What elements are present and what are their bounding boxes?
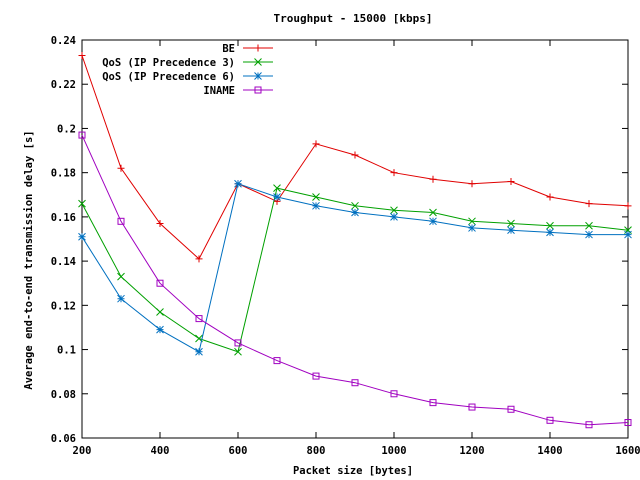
data-point bbox=[585, 200, 593, 208]
data-point bbox=[312, 140, 320, 148]
y-tick-label: 0.08 bbox=[51, 389, 76, 401]
data-point bbox=[312, 372, 320, 380]
series-line bbox=[81, 183, 628, 353]
data-point bbox=[234, 339, 242, 347]
data-point bbox=[429, 217, 437, 226]
x-tick-label: 400 bbox=[151, 445, 170, 457]
x-tick-label: 1200 bbox=[459, 445, 484, 457]
data-point bbox=[234, 347, 242, 356]
data-point bbox=[195, 347, 203, 356]
data-point bbox=[468, 217, 476, 226]
data-point bbox=[546, 416, 554, 424]
data-point bbox=[507, 405, 515, 413]
data-point bbox=[117, 217, 125, 225]
y-tick-label: 0.16 bbox=[51, 212, 76, 224]
data-point bbox=[195, 255, 203, 263]
data-point bbox=[351, 201, 359, 210]
data-point bbox=[117, 272, 125, 281]
data-point bbox=[546, 221, 554, 230]
data-point bbox=[429, 399, 437, 407]
data-point bbox=[624, 202, 632, 210]
data-point bbox=[468, 224, 476, 232]
data-point bbox=[195, 315, 203, 323]
data-point bbox=[156, 220, 164, 228]
legend: BE QoS (IP Precedence 3) QoS (IP Precedenc… bbox=[102, 43, 273, 97]
plot-area bbox=[78, 51, 632, 429]
legend-item: QoS (IP Precedence 6) bbox=[102, 71, 273, 83]
y-tick-label: 0.22 bbox=[51, 79, 76, 91]
data-point bbox=[254, 58, 262, 66]
legend-label: INAME bbox=[203, 85, 235, 97]
plot-frame bbox=[81, 39, 629, 439]
data-point bbox=[351, 208, 359, 217]
data-point bbox=[117, 164, 125, 172]
data-point bbox=[273, 193, 281, 201]
legend-label: QoS (IP Precedence 6) bbox=[102, 71, 235, 83]
legend-label: QoS (IP Precedence 3) bbox=[102, 57, 235, 69]
y-tick-label: 0.06 bbox=[51, 433, 76, 445]
x-tick-label: 200 bbox=[73, 445, 92, 457]
legend-item: BE bbox=[222, 43, 273, 55]
data-point bbox=[585, 230, 593, 239]
data-point bbox=[429, 208, 437, 217]
data-point bbox=[156, 279, 164, 287]
data-point bbox=[390, 206, 398, 215]
x-axis-label: Packet size [bytes] bbox=[293, 465, 413, 477]
x-tick-label: 600 bbox=[229, 445, 248, 457]
data-point bbox=[585, 421, 593, 429]
data-point bbox=[390, 213, 398, 221]
data-point bbox=[254, 44, 262, 52]
legend-item: INAME bbox=[203, 85, 273, 97]
data-point bbox=[117, 294, 125, 303]
y-tick-label: 0.2 bbox=[57, 123, 76, 135]
legend-item: QoS (IP Precedence 3) bbox=[102, 57, 273, 69]
x-tick-label: 800 bbox=[307, 445, 326, 457]
data-point bbox=[507, 219, 515, 228]
data-point bbox=[429, 175, 437, 183]
y-tick-label: 0.1 bbox=[57, 345, 76, 357]
data-point bbox=[254, 86, 262, 94]
data-point bbox=[546, 228, 554, 237]
data-point bbox=[312, 201, 320, 210]
data-point bbox=[624, 419, 632, 427]
data-point bbox=[273, 184, 281, 192]
data-point bbox=[156, 308, 164, 316]
data-point bbox=[351, 151, 359, 159]
data-point bbox=[507, 226, 515, 235]
data-point bbox=[468, 180, 476, 188]
data-point bbox=[390, 169, 398, 177]
x-tick-label: 1600 bbox=[615, 445, 640, 457]
data-point bbox=[468, 403, 476, 411]
series-qos-ip-precedence-6 bbox=[78, 179, 632, 356]
data-point bbox=[585, 221, 593, 230]
data-point bbox=[546, 193, 554, 201]
y-tick-label: 0.12 bbox=[51, 300, 76, 312]
series-qos-ip-precedence-3 bbox=[78, 184, 632, 356]
x-tick-label: 1000 bbox=[381, 445, 406, 457]
data-point bbox=[273, 357, 281, 365]
data-point bbox=[254, 72, 262, 80]
y-tick-label: 0.18 bbox=[51, 168, 76, 180]
y-tick-label: 0.24 bbox=[51, 35, 76, 47]
data-point bbox=[351, 379, 359, 387]
series-iname bbox=[78, 131, 632, 429]
chart-title: Troughput - 15000 [kbps] bbox=[274, 12, 433, 25]
y-tick-label: 0.14 bbox=[51, 256, 76, 268]
legend-label: BE bbox=[222, 43, 235, 55]
data-point bbox=[312, 193, 320, 201]
axes: 200 400 600 800 1000 1200 1400 1600 0.06 0.08 0.1 0… bbox=[51, 35, 640, 457]
x-tick-label: 1400 bbox=[537, 445, 562, 457]
data-point bbox=[156, 325, 164, 334]
series-line bbox=[81, 134, 629, 426]
data-point bbox=[234, 179, 242, 188]
data-point bbox=[78, 131, 86, 139]
data-point bbox=[78, 51, 86, 59]
data-point bbox=[507, 178, 515, 186]
y-axis-label: Average end-to-end transmission delay [s… bbox=[23, 130, 35, 389]
data-point bbox=[78, 232, 86, 241]
data-point bbox=[78, 199, 86, 208]
data-point bbox=[624, 230, 632, 239]
data-point bbox=[390, 390, 398, 398]
